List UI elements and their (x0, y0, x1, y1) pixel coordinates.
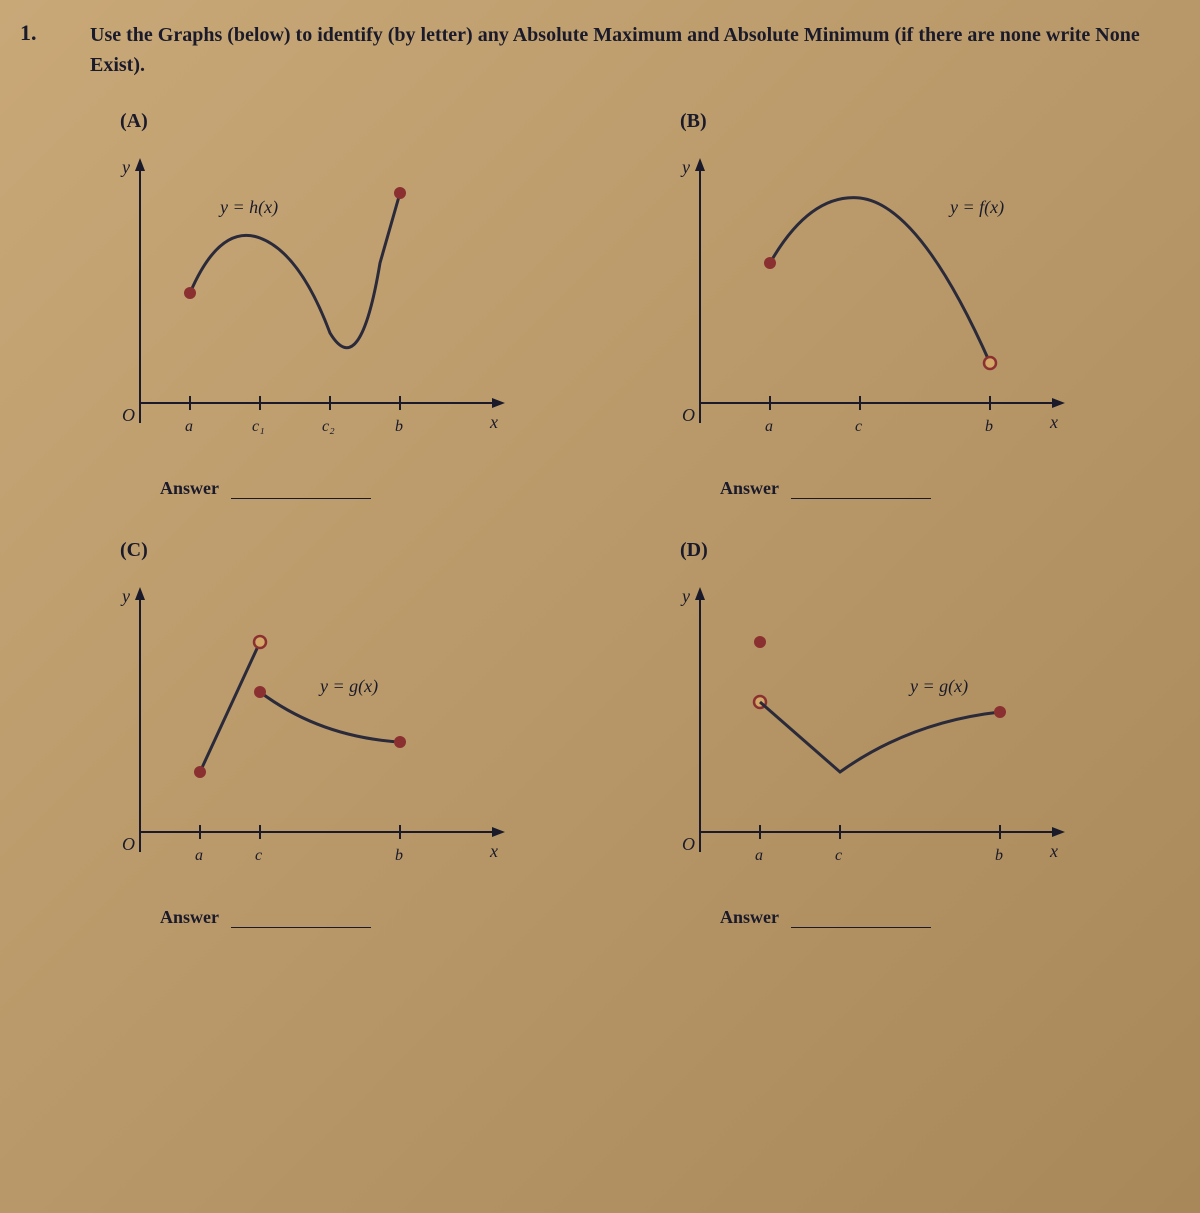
origin-label: O (122, 405, 135, 425)
answer-row-b: Answer (720, 478, 1160, 499)
answer-label: Answer (720, 478, 779, 498)
axis-y-label: y (120, 586, 130, 606)
answer-label: Answer (160, 478, 219, 498)
tick-c: c (855, 418, 862, 435)
answer-label: Answer (160, 907, 219, 927)
tick-c1: c₁ (252, 418, 265, 435)
graph-c-svg: y x O a c b y = g(x) (100, 572, 520, 892)
answer-row-a: Answer (160, 478, 600, 499)
answer-row-d: Answer (720, 907, 1160, 928)
graph-cell-a: (A) y x O a c₁ c₂ b (100, 110, 600, 499)
answer-blank[interactable] (791, 498, 931, 499)
graph-label-c: (C) (120, 539, 600, 562)
graph-cell-b: (B) y x O a c b (660, 110, 1160, 499)
tick-c: c (835, 847, 842, 864)
tick-a: a (755, 847, 763, 864)
tick-c: c (255, 847, 262, 864)
axis-x-label: x (1049, 412, 1058, 432)
graph-b-svg: y x O a c b y = f(x) (660, 143, 1080, 463)
origin-label: O (122, 834, 135, 854)
axis-y-label: y (680, 586, 690, 606)
answer-blank[interactable] (791, 927, 931, 928)
tick-b: b (995, 847, 1003, 864)
graph-d-svg: y x O a c b y = g(x) (660, 572, 1080, 892)
function-label: y = g(x) (318, 676, 378, 697)
question-row: 1. Use the Graphs (below) to identify (b… (20, 20, 1160, 80)
tick-a: a (765, 418, 773, 435)
question-number: 1. (20, 20, 50, 46)
answer-label: Answer (720, 907, 779, 927)
origin-label: O (682, 834, 695, 854)
origin-label: O (682, 405, 695, 425)
tick-b: b (395, 847, 403, 864)
tick-a: a (185, 418, 193, 435)
tick-b: b (395, 418, 403, 435)
answer-row-c: Answer (160, 907, 600, 928)
worksheet-page: 1. Use the Graphs (below) to identify (b… (0, 0, 1200, 948)
function-label: y = h(x) (218, 197, 278, 218)
function-label: y = f(x) (948, 197, 1004, 218)
answer-blank[interactable] (231, 498, 371, 499)
graph-cell-d: (D) y x O a c b (660, 539, 1160, 928)
axis-x-label: x (489, 412, 498, 432)
tick-c2: c₂ (322, 418, 335, 435)
tick-a: a (195, 847, 203, 864)
graph-label-d: (D) (680, 539, 1160, 562)
axis-x-label: x (1049, 841, 1058, 861)
answer-blank[interactable] (231, 927, 371, 928)
question-text: Use the Graphs (below) to identify (by l… (90, 20, 1160, 80)
graph-cell-c: (C) y x O a c b (100, 539, 600, 928)
axis-y-label: y (680, 157, 690, 177)
graphs-grid: (A) y x O a c₁ c₂ b (100, 110, 1160, 928)
tick-b: b (985, 418, 993, 435)
graph-a-svg: y x O a c₁ c₂ b y = h(x) (100, 143, 520, 463)
graph-label-b: (B) (680, 110, 1160, 133)
axis-x-label: x (489, 841, 498, 861)
graph-label-a: (A) (120, 110, 600, 133)
function-label: y = g(x) (908, 676, 968, 697)
axis-y-label: y (120, 157, 130, 177)
